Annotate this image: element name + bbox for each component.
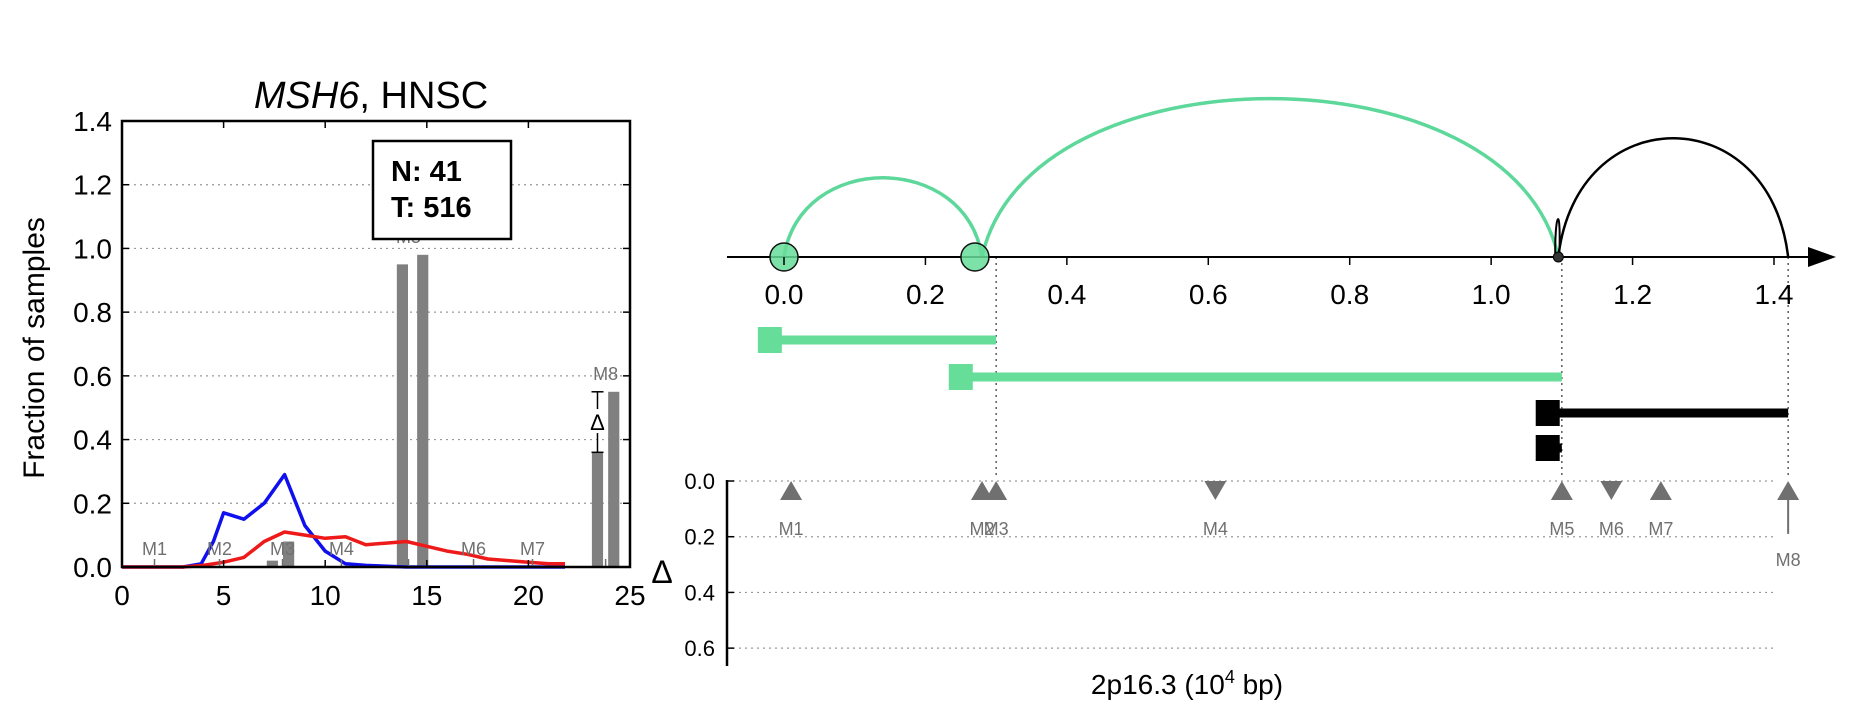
bar — [396, 264, 409, 567]
delta-annotation: Δ — [588, 391, 607, 454]
left-x-tick-label: 25 — [614, 580, 645, 611]
left-x-ticks: 0 5 10 15 20 25 — [114, 121, 646, 611]
marker-label: M2 — [969, 519, 994, 539]
left-y-tick-label: 0.4 — [73, 425, 112, 456]
delta-label: Δ — [590, 410, 605, 435]
marker-label: M3 — [984, 519, 1009, 539]
left-x-tick-label: 20 — [513, 580, 544, 611]
black-arc — [1557, 137, 1790, 258]
marker-up-icon — [1649, 481, 1672, 500]
left-y-ticks: 0.0 0.2 0.4 0.6 0.8 1.0 1.2 1.4 — [73, 106, 630, 583]
axis-arrow-icon — [1808, 247, 1836, 267]
title-cancer: , HNSC — [359, 75, 488, 117]
left-y-axis-label: Fraction of samples — [18, 217, 51, 479]
left-panel: MSH6, HNSC Fraction of samples M1 M2 M3 M4 M… — [18, 75, 646, 611]
black-segment-start-block — [1535, 435, 1560, 461]
marker-label: M5 — [1549, 519, 1574, 539]
genomic-x-tick-label: 0.0 — [765, 279, 804, 310]
right-panel: 0.0 0.2 0.4 0.6 0.8 1.0 1.2 1.4 Δ 0.00.20.40.6 … — [651, 97, 1836, 700]
marker-label: M2 — [207, 539, 232, 559]
genomic-axis-label-exponent: 4 — [1225, 667, 1235, 687]
marker-up-icon — [780, 481, 803, 500]
delta-tick-label: 0.0 — [684, 469, 715, 494]
marker-label: M1 — [779, 519, 804, 539]
delta-tick-label: 0.6 — [684, 636, 715, 661]
sample-count-box: N: 41 T: 516 — [371, 139, 513, 241]
marker-label: M7 — [520, 539, 545, 559]
sample-count-frame — [371, 139, 513, 241]
green-node — [960, 242, 990, 272]
title-gene: MSH6 — [254, 75, 360, 117]
delta-tick-label: 0.4 — [684, 580, 715, 605]
left-y-tick-label: 0.0 — [73, 552, 112, 583]
marker-up-icon — [1550, 481, 1573, 500]
segments — [757, 327, 1789, 461]
green-segment-start-block — [948, 364, 973, 390]
left-x-tick-label: 5 — [216, 580, 232, 611]
marker-label: M6 — [1599, 519, 1624, 539]
left-y-tick-label: 0.2 — [73, 488, 112, 519]
bar — [283, 541, 295, 567]
normal-count: N: 41 — [391, 156, 462, 188]
genomic-axis-label-tail: bp) — [1235, 669, 1283, 700]
genomic-x-tick-label: 0.4 — [1047, 279, 1086, 310]
arcs — [782, 97, 1790, 258]
genomic-x-tick-label: 1.4 — [1755, 279, 1794, 310]
genomic-x-tick-label: 0.2 — [906, 279, 945, 310]
left-chart-title: MSH6, HNSC — [254, 75, 488, 117]
bar — [266, 560, 278, 567]
left-y-tick-label: 1.4 — [73, 106, 112, 137]
self-loop-arc — [1554, 218, 1561, 258]
marker-label: M8 — [1776, 550, 1801, 570]
marker-label: M8 — [593, 364, 618, 384]
marker-up-icon — [985, 481, 1008, 500]
delta-ticks: 0.0 0.2 0.4 0.6 — [684, 469, 734, 661]
left-x-tick-label: 10 — [310, 580, 341, 611]
left-y-tick-label: 1.0 — [73, 233, 112, 264]
marker-label: M3 — [270, 539, 295, 559]
delta-label-background — [588, 409, 607, 434]
delta-axis-label: Δ — [651, 554, 672, 590]
bar — [591, 452, 604, 567]
guide-lines — [995, 257, 1789, 478]
left-y-tick-label: 1.2 — [73, 170, 112, 201]
left-bars — [266, 254, 620, 568]
left-plot-frame — [120, 119, 632, 569]
green-segment-start-block — [757, 327, 782, 353]
green-arc — [980, 97, 1561, 258]
left-y-tick-label: 0.8 — [73, 297, 112, 328]
marker-up-icon — [1777, 481, 1800, 500]
genomic-x-ticks: 0.0 0.2 0.4 0.6 0.8 1.0 1.2 1.4 — [765, 257, 1794, 310]
genomic-x-tick-label: 1.0 — [1472, 279, 1511, 310]
tumor-count: T: 516 — [391, 192, 472, 224]
marker-label: M6 — [461, 539, 486, 559]
marker-label: M4 — [329, 539, 354, 559]
black-segment-start-block — [1535, 400, 1560, 426]
bar — [417, 254, 429, 568]
genomic-x-tick-label: 1.2 — [1613, 279, 1652, 310]
genomic-axis-label: 2p16.3 (104 bp) — [1091, 667, 1283, 700]
genomic-x-tick-label: 0.6 — [1189, 279, 1228, 310]
delta-tick-label: 0.2 — [684, 525, 715, 550]
genomic-x-tick-label: 0.8 — [1330, 279, 1369, 310]
marker-label: M1 — [142, 539, 167, 559]
marker-label: M4 — [1203, 519, 1228, 539]
black-node — [1552, 251, 1564, 263]
left-x-tick-label: 0 — [114, 580, 130, 611]
marker-down-icon — [1600, 481, 1623, 500]
green-arc — [782, 176, 984, 258]
delta-gridlines — [727, 480, 1774, 649]
marker-label: M7 — [1648, 519, 1673, 539]
marker-up-icon — [971, 481, 993, 500]
marker-down-icon — [1204, 481, 1227, 500]
bar — [608, 391, 620, 567]
left-y-tick-label: 0.6 — [73, 361, 112, 392]
genomic-axis-label-main: 2p16.3 (10 — [1091, 669, 1225, 700]
left-x-tick-label: 15 — [411, 580, 442, 611]
